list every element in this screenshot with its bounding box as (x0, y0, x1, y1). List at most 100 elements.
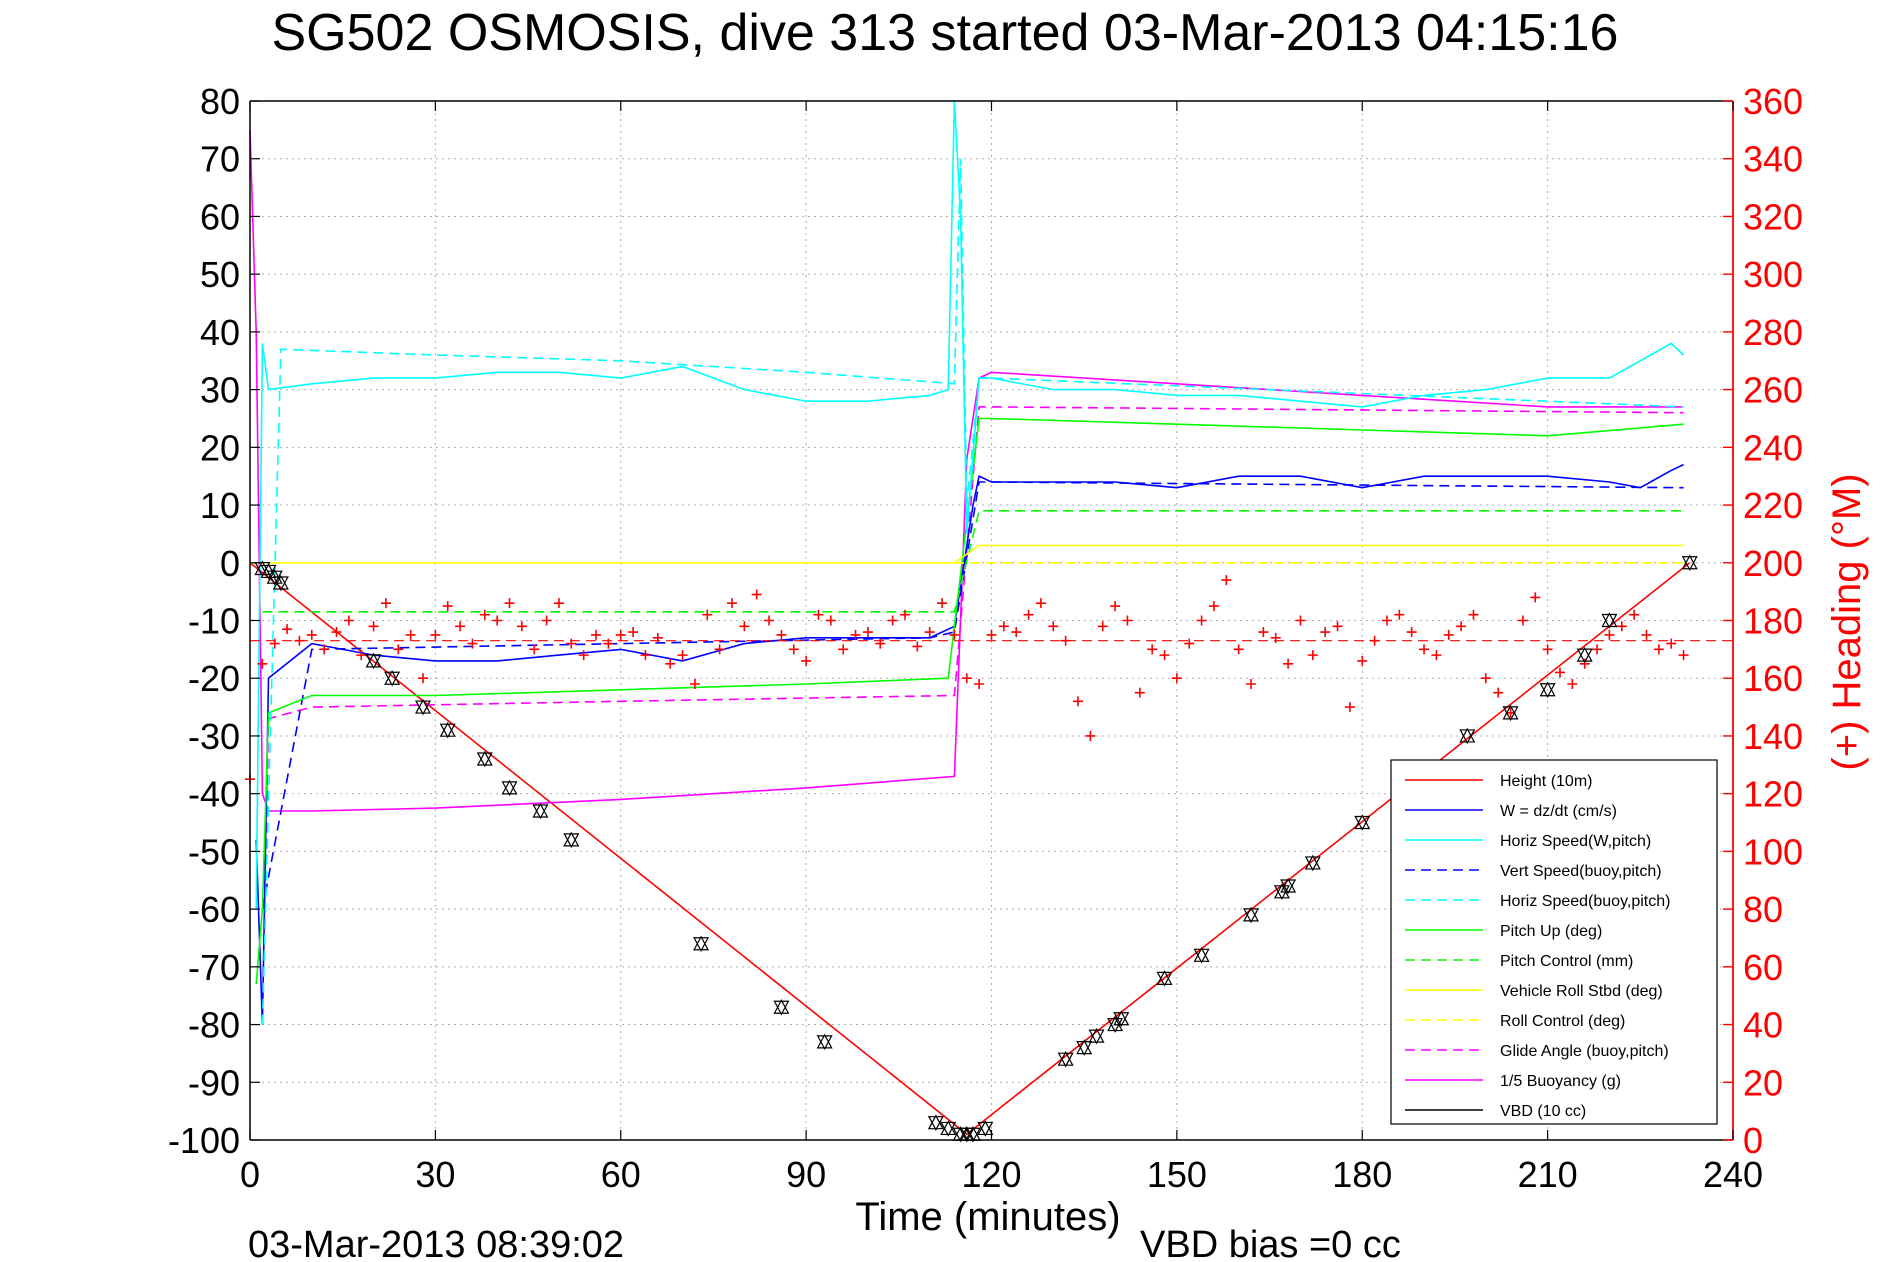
heading-point (689, 678, 700, 689)
depth-marker (1113, 1010, 1130, 1028)
heading-point (1035, 598, 1046, 609)
x-tick-label: 240 (1703, 1154, 1763, 1195)
x-tick-label: 180 (1332, 1154, 1392, 1195)
heading-point (405, 629, 416, 640)
y-tick-label: -50 (188, 831, 240, 872)
heading-point (1246, 678, 1257, 689)
legend-label: Vehicle Roll Stbd (deg) (1500, 983, 1663, 1000)
heading-point (331, 627, 342, 638)
y-tick-label: -80 (188, 1005, 240, 1046)
heading-point (430, 629, 441, 640)
y2-tick-label: 200 (1743, 543, 1803, 584)
heading-point (455, 621, 466, 632)
depth-marker (773, 998, 790, 1016)
heading-point (282, 624, 293, 635)
y2-tick-label: 20 (1743, 1062, 1783, 1103)
x-tick-label: 30 (415, 1154, 455, 1195)
y2-tick-label: 260 (1743, 370, 1803, 411)
depth-marker (977, 1120, 994, 1137)
depth-marker (927, 1114, 944, 1131)
heading-point (961, 673, 972, 684)
depth-marker (1280, 877, 1297, 895)
y2-tick-label: 160 (1743, 658, 1803, 699)
heading-point (1554, 667, 1565, 678)
heading-point (640, 650, 651, 661)
heading-point (380, 598, 391, 609)
x-axis-label: Time (minutes) (855, 1195, 1120, 1239)
y-tick-label: -100 (168, 1120, 240, 1161)
heading-point (1629, 609, 1640, 620)
heading-layer (245, 575, 1733, 785)
x-tick-label: 0 (240, 1154, 260, 1195)
depth-marker (415, 698, 432, 716)
heading-point (529, 644, 540, 655)
series-line (255, 100, 1685, 910)
heading-point (1159, 650, 1170, 661)
heading-point (343, 615, 354, 626)
depth-marker (940, 1120, 957, 1137)
heading-point (541, 615, 552, 626)
axes-layer (249, 100, 1734, 1141)
heading-point (1332, 621, 1343, 632)
heading-point (838, 644, 849, 655)
y2-axis-label: (+) Heading (°M) (1825, 473, 1869, 770)
heading-point (912, 641, 923, 652)
y-tick-label: -90 (188, 1062, 240, 1103)
depth-marker (816, 1033, 833, 1051)
heading-point (1456, 621, 1467, 632)
heading-point (1406, 627, 1417, 638)
heading-point (726, 598, 737, 609)
depth-marker (1681, 554, 1698, 572)
heading-point (1221, 575, 1232, 586)
y-tick-label: 50 (200, 254, 240, 295)
x-tick-label: 120 (961, 1154, 1021, 1195)
y2-tick-label: 280 (1743, 312, 1803, 353)
depth-marker (1088, 1027, 1105, 1045)
footer-vbd-bias: VBD bias =0 cc (1140, 1224, 1401, 1262)
heading-point (1320, 627, 1331, 638)
legend-box (1390, 759, 1718, 1125)
heading-point (1196, 615, 1207, 626)
legend-label: Horiz Speed(buoy,pitch) (1500, 893, 1670, 910)
y2-tick-label: 340 (1743, 139, 1803, 180)
heading-point (1616, 621, 1627, 632)
heading-point (591, 629, 602, 640)
heading-point (1122, 615, 1133, 626)
legend-label: Roll Control (deg) (1500, 1013, 1625, 1030)
depth-marker (272, 574, 289, 592)
legend-label: Pitch Control (mm) (1500, 953, 1633, 970)
depth-marker (1243, 906, 1260, 924)
heading-point (1678, 650, 1689, 661)
depth-marker (1354, 814, 1371, 831)
y2-tick-label: 180 (1743, 601, 1803, 642)
x-tick-label: 60 (601, 1154, 641, 1195)
heading-point (1110, 601, 1121, 612)
y2-tick-label: 40 (1743, 1005, 1783, 1046)
tick-label-layer: 0 30 60 90 120 150 180 210 24080706050403020100-… (168, 81, 1803, 1195)
heading-point (516, 621, 527, 632)
heading-point (813, 609, 824, 620)
y2-tick-label: 300 (1743, 254, 1803, 295)
depth-marker (384, 669, 401, 687)
heading-point (393, 644, 404, 655)
heading-point (492, 615, 503, 626)
legend-label: VBD (10 cc) (1500, 1103, 1586, 1120)
y-tick-label: 10 (200, 485, 240, 526)
heading-point (862, 627, 873, 638)
heading-point (442, 601, 453, 612)
heading-point (1171, 673, 1182, 684)
x-tick-label: 210 (1518, 1154, 1578, 1195)
heading-point (1208, 601, 1219, 612)
heading-point (1073, 696, 1084, 707)
heading-point (776, 629, 787, 640)
heading-point (467, 638, 478, 649)
heading-point (850, 629, 861, 640)
depth-marker (693, 935, 710, 953)
heading-point (702, 609, 713, 620)
heading-point (801, 655, 812, 666)
heading-point (1295, 615, 1306, 626)
depth-marker (1539, 681, 1556, 699)
y-tick-label: 40 (200, 312, 240, 353)
heading-point (899, 609, 910, 620)
series-line (255, 463, 1684, 1025)
